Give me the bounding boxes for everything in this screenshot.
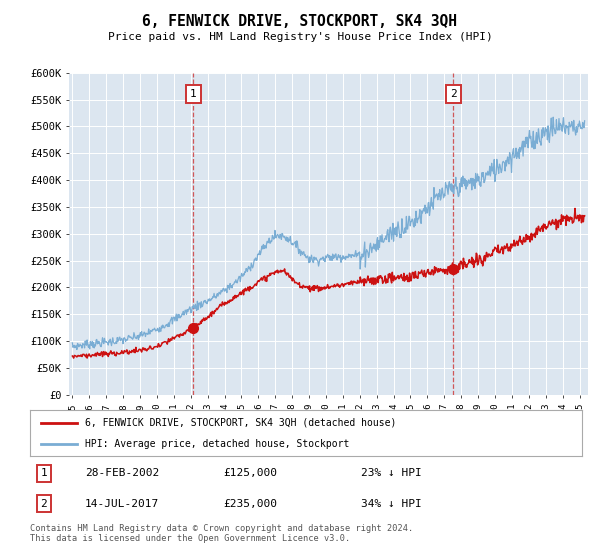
Text: Contains HM Land Registry data © Crown copyright and database right 2024.
This d: Contains HM Land Registry data © Crown c… [30,524,413,543]
Text: 6, FENWICK DRIVE, STOCKPORT, SK4 3QH (detached house): 6, FENWICK DRIVE, STOCKPORT, SK4 3QH (de… [85,418,397,428]
Text: 34% ↓ HPI: 34% ↓ HPI [361,499,422,509]
Text: £235,000: £235,000 [223,499,277,509]
Text: 28-FEB-2002: 28-FEB-2002 [85,468,160,478]
Text: 2: 2 [450,89,457,99]
Text: 6, FENWICK DRIVE, STOCKPORT, SK4 3QH: 6, FENWICK DRIVE, STOCKPORT, SK4 3QH [143,14,458,29]
Text: 1: 1 [190,89,197,99]
Text: 2: 2 [40,499,47,509]
Text: HPI: Average price, detached house, Stockport: HPI: Average price, detached house, Stoc… [85,439,350,449]
Text: 14-JUL-2017: 14-JUL-2017 [85,499,160,509]
Text: £125,000: £125,000 [223,468,277,478]
Text: 23% ↓ HPI: 23% ↓ HPI [361,468,422,478]
Text: Price paid vs. HM Land Registry's House Price Index (HPI): Price paid vs. HM Land Registry's House … [107,32,493,43]
Text: 1: 1 [40,468,47,478]
